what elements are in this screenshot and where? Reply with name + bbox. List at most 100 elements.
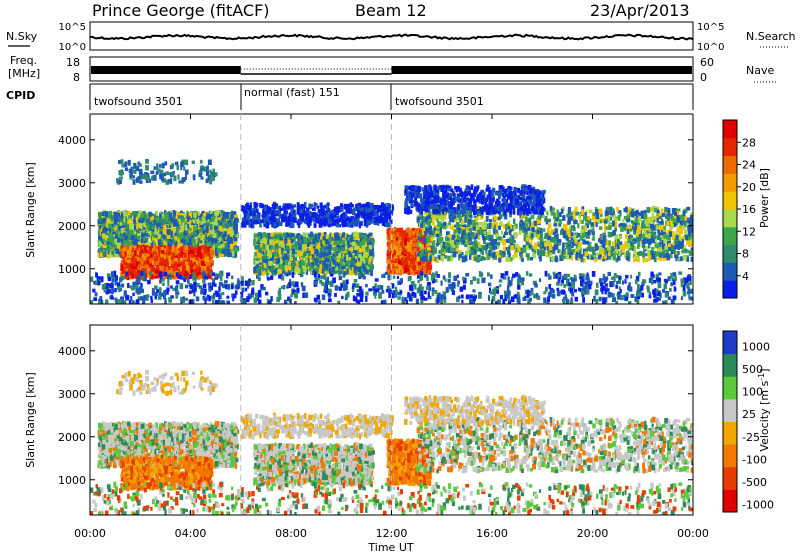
power-cell bbox=[176, 237, 180, 243]
power-cell bbox=[167, 213, 170, 219]
power-cell bbox=[129, 259, 134, 264]
power-cell bbox=[168, 270, 172, 276]
power-cell bbox=[126, 274, 129, 279]
power-cell bbox=[150, 267, 155, 272]
power-cell bbox=[214, 247, 218, 251]
power-cell bbox=[207, 229, 212, 235]
power-cell bbox=[222, 249, 226, 254]
nave-label: Nave bbox=[746, 64, 774, 77]
power-cell bbox=[228, 242, 231, 248]
power-cell bbox=[140, 212, 145, 218]
power-cell bbox=[118, 225, 123, 231]
power-cell bbox=[120, 238, 123, 243]
power-cell bbox=[163, 219, 167, 223]
power-cell bbox=[141, 217, 145, 223]
power-cell bbox=[117, 234, 121, 240]
power-cell bbox=[155, 231, 159, 235]
power-cell bbox=[144, 261, 148, 266]
power-cell bbox=[194, 263, 197, 269]
power-cell bbox=[204, 240, 207, 245]
power-cell bbox=[211, 217, 215, 222]
power-cell bbox=[100, 227, 103, 232]
power-cell bbox=[200, 270, 203, 276]
freq-label-line2: [MHz] bbox=[8, 67, 40, 80]
power-cell bbox=[234, 237, 238, 241]
power-cell bbox=[153, 234, 157, 239]
power-cell bbox=[155, 265, 159, 270]
power-cell bbox=[200, 249, 204, 253]
power-cell bbox=[172, 236, 176, 240]
power-cell bbox=[121, 270, 125, 275]
power-cell bbox=[128, 223, 133, 227]
power-cell bbox=[227, 212, 232, 216]
power-cell bbox=[174, 219, 178, 223]
power-cell bbox=[140, 258, 145, 264]
power-cell bbox=[169, 212, 173, 218]
power-cell bbox=[193, 261, 196, 266]
power-cell bbox=[148, 248, 151, 254]
power-cell bbox=[214, 250, 219, 256]
power-cell bbox=[192, 268, 195, 272]
power-cell bbox=[141, 232, 146, 236]
power-cell bbox=[157, 228, 162, 233]
freq-label-line1: Freq. bbox=[10, 54, 37, 67]
power-cell bbox=[120, 216, 123, 221]
nsky-tick-top: 10^5 bbox=[59, 22, 86, 33]
power-cell bbox=[140, 234, 144, 238]
power-cell bbox=[219, 212, 223, 217]
power-cell bbox=[128, 234, 131, 240]
power-cell bbox=[185, 269, 188, 275]
freq-band-3 bbox=[391, 66, 692, 74]
power-cell bbox=[105, 238, 109, 245]
power-cell bbox=[223, 212, 226, 217]
power-cell bbox=[207, 253, 211, 260]
power-cell bbox=[157, 229, 160, 234]
power-cell bbox=[113, 220, 118, 225]
power-cell bbox=[175, 265, 180, 270]
power-cell bbox=[234, 252, 237, 258]
power-cell bbox=[163, 224, 167, 231]
power-cell bbox=[197, 246, 202, 251]
power-cell bbox=[176, 211, 180, 216]
power-cell bbox=[284, 241, 288, 245]
power-cell bbox=[214, 226, 219, 231]
power-cell bbox=[129, 218, 133, 223]
power-cell bbox=[186, 257, 190, 262]
power-cell bbox=[172, 274, 175, 278]
power-cell bbox=[139, 230, 143, 236]
power-cell bbox=[130, 238, 134, 243]
power-cell bbox=[187, 230, 191, 236]
power-cell bbox=[121, 243, 124, 248]
power-cell bbox=[173, 257, 178, 264]
power-cell bbox=[163, 254, 167, 261]
power-cell bbox=[205, 263, 210, 267]
power-cell bbox=[167, 246, 170, 252]
power-cell bbox=[148, 230, 152, 236]
power-cell bbox=[131, 224, 134, 231]
power-cell bbox=[199, 227, 203, 232]
power-cell bbox=[165, 224, 170, 229]
power-cell bbox=[173, 239, 176, 244]
power-cell bbox=[138, 260, 142, 265]
power-cell bbox=[132, 240, 137, 247]
power-cell bbox=[197, 211, 200, 216]
power-cell bbox=[193, 218, 196, 224]
power-cell bbox=[152, 213, 157, 218]
power-cell bbox=[148, 233, 152, 239]
power-cell bbox=[133, 257, 137, 264]
power-cell bbox=[179, 246, 183, 251]
power-cell bbox=[222, 218, 226, 224]
power-cell bbox=[188, 212, 193, 218]
power-cell bbox=[170, 230, 174, 236]
power-cell bbox=[121, 212, 124, 218]
power-cell bbox=[216, 241, 220, 247]
power-cell bbox=[206, 221, 211, 226]
power-cell bbox=[114, 238, 119, 244]
power-cell bbox=[174, 226, 179, 230]
power-cell bbox=[180, 262, 185, 266]
power-cell bbox=[232, 211, 237, 215]
power-cell bbox=[218, 225, 223, 232]
power-cell bbox=[142, 256, 146, 261]
power-cell bbox=[102, 236, 106, 242]
power-cell bbox=[226, 223, 230, 228]
